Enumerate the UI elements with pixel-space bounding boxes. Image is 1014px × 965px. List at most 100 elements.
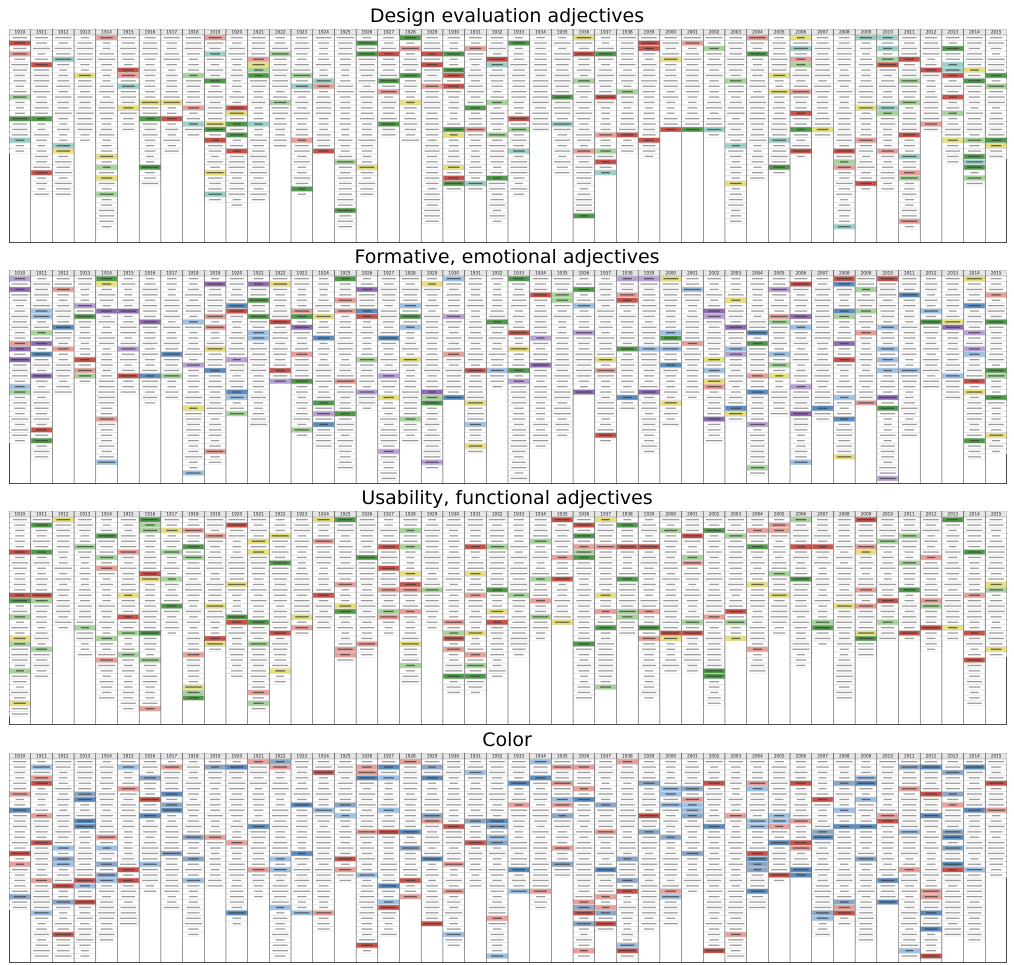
cell-text-mark — [597, 375, 614, 377]
cell-text-mark — [229, 380, 245, 382]
cell-text-mark — [902, 118, 917, 120]
cell-text-mark — [794, 278, 808, 280]
cell-text-mark — [35, 413, 48, 415]
cell-text-mark — [251, 353, 266, 355]
cell-text-mark — [188, 64, 199, 66]
cell-text-mark — [470, 177, 480, 179]
cell-text-mark — [231, 58, 243, 60]
cell-text-mark — [100, 150, 113, 152]
column-header-label: 2002 — [709, 271, 720, 276]
cell-text-mark — [706, 396, 722, 399]
cell-text-mark — [188, 440, 199, 442]
cell-text-mark — [271, 53, 289, 55]
cell-text-mark — [662, 288, 679, 291]
cell-text-mark — [101, 69, 112, 71]
cell-text-mark — [207, 177, 223, 179]
cell-text-mark — [467, 91, 484, 93]
cell-text-mark — [839, 215, 850, 217]
cell-text-mark — [840, 375, 849, 377]
cell-text-mark — [403, 85, 418, 87]
cell-text-mark — [446, 188, 461, 190]
cell-text-mark — [360, 193, 374, 195]
cell-text-mark — [187, 434, 200, 436]
cell-text-mark — [577, 139, 591, 141]
cell-text-mark — [839, 359, 850, 361]
cell-text-mark — [600, 294, 611, 296]
cell-text-mark — [511, 440, 527, 442]
cell-text-mark — [145, 64, 155, 66]
cell-text-mark — [446, 375, 462, 377]
column-header-label: 1920 — [231, 30, 242, 35]
column-header-label: 2003 — [730, 271, 741, 276]
cell-text-mark — [490, 310, 504, 312]
cell-text-mark — [272, 112, 289, 114]
cell-text-mark — [750, 359, 765, 361]
cell-text-mark — [968, 91, 981, 93]
cell-text-mark — [967, 123, 982, 125]
cell-text-mark — [427, 407, 437, 409]
cell-text-mark — [13, 47, 27, 50]
cell-text-mark — [167, 380, 177, 382]
cell-text-mark — [948, 80, 957, 82]
cell-text-mark — [923, 128, 939, 131]
column-header-label: 1935 — [557, 271, 568, 276]
cell-text-mark — [553, 107, 571, 109]
cell-text-mark — [730, 96, 741, 98]
cell-text-mark — [123, 278, 133, 280]
cell-text-mark — [315, 445, 332, 447]
cell-text-mark — [98, 209, 115, 212]
cell-text-mark — [796, 348, 806, 350]
cell-text-mark — [100, 407, 113, 409]
cell-text-mark — [404, 305, 416, 307]
cell-text-mark — [796, 128, 805, 131]
cell-text-mark — [513, 58, 525, 60]
cell-text-mark — [142, 112, 158, 114]
cell-text-mark — [598, 80, 613, 82]
cell-text-mark — [253, 188, 264, 190]
cell-text-mark — [533, 353, 548, 355]
cell-text-mark — [492, 294, 502, 296]
cell-text-mark — [512, 42, 526, 44]
cell-text-mark — [318, 386, 329, 388]
cell-text-mark — [54, 283, 72, 285]
cell-text-mark — [666, 91, 675, 93]
cell-text-mark — [448, 101, 459, 104]
cell-text-mark — [753, 337, 762, 339]
cell-text-mark — [228, 364, 245, 366]
cell-text-mark — [621, 369, 634, 372]
cell-text-mark — [340, 145, 351, 147]
cell-text-mark — [511, 96, 527, 98]
cell-text-mark — [273, 321, 288, 323]
cell-text-mark — [124, 294, 133, 296]
cell-text-mark — [14, 391, 26, 393]
column-header-label: 1911 — [36, 30, 47, 35]
cell-text-mark — [579, 310, 589, 312]
cell-text-mark — [728, 402, 744, 404]
cell-text-mark — [554, 364, 570, 366]
cell-text-mark — [600, 440, 612, 442]
column-header-label: 1935 — [557, 30, 568, 35]
cell-text-mark — [362, 155, 372, 158]
cell-text-mark — [426, 204, 438, 206]
cell-text-mark — [879, 69, 896, 71]
cell-text-mark — [382, 128, 396, 131]
cell-text-mark — [882, 128, 893, 131]
cell-text-mark — [102, 80, 111, 82]
cell-text-mark — [685, 91, 700, 93]
cell-text-mark — [273, 64, 287, 66]
cell-text-mark — [903, 64, 915, 66]
cell-text-mark — [166, 112, 177, 114]
cell-text-mark — [468, 445, 483, 447]
cell-text-mark — [59, 139, 68, 141]
cell-text-mark — [748, 101, 767, 104]
cell-text-mark — [815, 118, 830, 120]
cell-text-mark — [857, 166, 875, 168]
cell-text-mark — [187, 391, 200, 393]
cell-text-mark — [772, 134, 787, 136]
cell-text-mark — [424, 193, 440, 195]
cell-text-mark — [988, 85, 1005, 87]
cell-text-mark — [794, 315, 808, 318]
cell-text-mark — [468, 123, 483, 125]
cell-text-mark — [642, 53, 656, 55]
cell-text-mark — [729, 359, 742, 361]
